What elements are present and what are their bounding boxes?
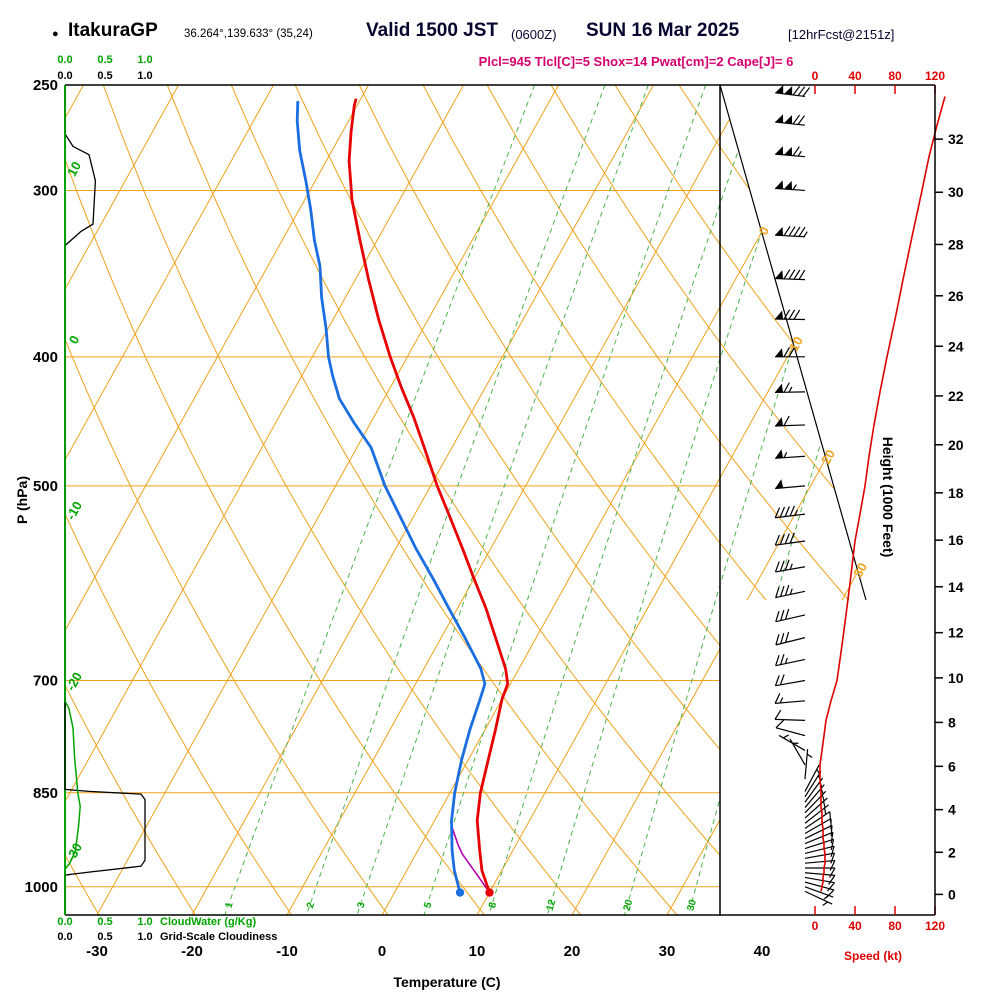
cloudiness-curve (64, 85, 146, 915)
grid (65, 85, 866, 915)
mixing-ratio-label: 30 (685, 898, 699, 912)
temperature-tick-label: 0 (378, 943, 386, 960)
cloudiness-scale-tick: 0.5 (97, 931, 112, 943)
speed-tick-label: 40 (848, 919, 862, 933)
cloudwater-scale-tick: 0.5 (97, 916, 112, 928)
pressure-tick-label: 250 (33, 77, 58, 94)
speed-tick-label: 0 (812, 919, 819, 933)
height-tick-label: 20 (948, 437, 964, 453)
height-tick-label: 0 (948, 886, 956, 902)
cloudiness-scale-tick: 0.0 (57, 931, 72, 943)
isotherm-label-right: 20 (818, 447, 838, 467)
mixing-ratio-label: 12 (545, 898, 559, 912)
pressure-tick-label: 500 (33, 478, 58, 495)
temperature-tick-label: -10 (276, 943, 298, 960)
height-tick-label: 32 (948, 131, 964, 147)
cloudwater-curve (64, 85, 81, 915)
temperature-tick-label: -30 (86, 943, 108, 960)
valid-time-utc: (0600Z) (511, 27, 557, 42)
speed-tick-label: 120 (925, 919, 945, 933)
station-bullet-icon: ● (52, 28, 59, 40)
station-coordinates: 36.264°,139.633° (35,24) (184, 28, 313, 40)
speed-axis: 0 0 40 40 80 80 120 120 (812, 69, 946, 933)
pressure-axis-label: P (hPa) (14, 476, 30, 524)
temperature-tick-label: 10 (469, 943, 486, 960)
isotherm-label-left: 0 (66, 333, 83, 347)
pressure-tick-label: 850 (33, 785, 58, 802)
temperature-tick-label: -20 (181, 943, 203, 960)
pressure-tick-label: 1000 (25, 879, 58, 896)
isotherm-label-left: 10 (64, 159, 84, 179)
mixing-ratio-label: 20 (622, 898, 636, 912)
height-tick-label: 14 (948, 579, 964, 595)
cloudiness-label: Grid-Scale Cloudiness (160, 931, 278, 943)
valid-time: Valid 1500 JST (366, 20, 499, 41)
height-tick-label: 22 (948, 388, 964, 404)
height-tick-label: 2 (948, 844, 956, 860)
surface-dewpoint-dot (455, 888, 465, 897)
cloudwater-scale-tick: 0.0 (57, 54, 72, 66)
wind-barbs (774, 85, 836, 906)
cloudwater-scale-tick: 1.0 (137, 916, 152, 928)
mixing-ratio-label: 3 (356, 901, 368, 910)
speed-axis-label: Speed (kt) (843, 949, 903, 963)
height-tick-label: 16 (948, 532, 964, 548)
height-tick-label: 10 (948, 670, 964, 686)
forecast-run-info: [12hrFcst@2151z] (788, 27, 895, 42)
height-axis-label: Height (1000 Feet) (880, 436, 896, 558)
mixing-ratio-label: 1 (224, 901, 236, 910)
surface-temp-dot (485, 888, 494, 897)
temperature-tick-label: 20 (564, 943, 581, 960)
temperature-tick-label: 30 (659, 943, 676, 960)
height-tick-label: 8 (948, 714, 956, 730)
pressure-tick-label: 300 (33, 182, 58, 199)
mixing-ratio-label: 8 (487, 901, 499, 910)
height-tick-label: 6 (948, 758, 956, 774)
cloudwater-scale-tick: 1.0 (137, 54, 152, 66)
mixing-ratio-label: 2 (305, 901, 317, 910)
cloudwater-scale-tick: 0.0 (57, 916, 72, 928)
pressure-tick-label: 700 (33, 672, 58, 689)
cloudiness-scale-tick: 0.0 (57, 70, 72, 82)
cloudiness-scale-tick: 1.0 (137, 931, 152, 943)
sounding-parameters: Plcl=945 Tlcl[C]=5 Shox=14 Pwat[cm]=2 Ca… (478, 54, 794, 69)
isotherm-label-left: -10 (63, 499, 85, 523)
height-tick-label: 4 (948, 802, 956, 818)
station-name: ItakuraGP (68, 20, 158, 41)
isotherm-label-left: -30 (63, 840, 85, 864)
speed-tick-label: 80 (888, 919, 902, 933)
speed-tick-label: 120 (925, 69, 945, 83)
cloudiness-scale-tick: 0.5 (97, 70, 112, 82)
height-tick-label: 18 (948, 485, 964, 501)
dewpoint-curve (295, 100, 487, 893)
cloudiness-scale-tick: 1.0 (137, 70, 152, 82)
cloudwater-label: CloudWater (g/Kg) (160, 916, 257, 928)
temperature-axis-label: Temperature (C) (393, 974, 501, 990)
height-tick-label: 30 (948, 184, 964, 200)
speed-tick-label: 80 (888, 69, 902, 83)
temperature-tick-label: 40 (754, 943, 771, 960)
parcel-curve (450, 825, 491, 893)
speed-tick-label: 40 (848, 69, 862, 83)
height-tick-label: 24 (948, 338, 964, 354)
pressure-tick-label: 400 (33, 349, 58, 366)
isotherm-label-left: -20 (63, 670, 85, 694)
isotherm-label-right: 30 (850, 560, 870, 580)
isotherm-label-right: 0 (756, 224, 773, 238)
speed-tick-label: 0 (812, 69, 819, 83)
height-tick-label: 28 (948, 236, 964, 252)
wind-speed-curve (819, 96, 946, 892)
temperature-curve (347, 98, 510, 893)
valid-date: SUN 16 Mar 2025 (586, 20, 740, 41)
cloudwater-scale-tick: 0.5 (97, 54, 112, 66)
isotherm-label-right: 10 (786, 334, 806, 354)
height-tick-label: 26 (948, 288, 964, 304)
height-tick-label: 12 (948, 625, 964, 641)
mixing-ratio-label: 5 (422, 901, 434, 910)
